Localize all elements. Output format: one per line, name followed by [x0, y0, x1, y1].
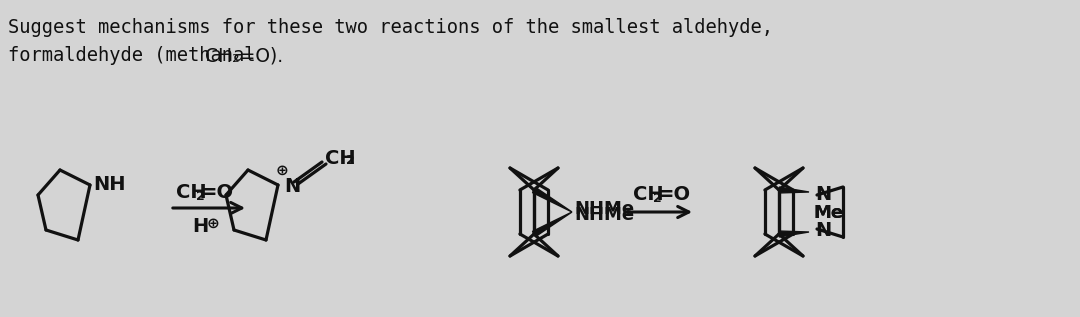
Text: CH: CH: [176, 184, 206, 203]
Text: NHMe: NHMe: [573, 200, 634, 218]
Text: =O: =O: [658, 185, 691, 204]
Text: Me: Me: [813, 204, 843, 222]
Text: formaldehyde (methanal: formaldehyde (methanal: [8, 46, 267, 65]
Text: CH: CH: [325, 148, 355, 167]
Text: Me: Me: [813, 204, 843, 222]
Text: CH: CH: [633, 185, 663, 204]
Text: =O: =O: [201, 184, 234, 203]
Text: H: H: [192, 217, 208, 236]
Polygon shape: [779, 187, 809, 193]
Text: ⊕: ⊕: [207, 216, 219, 230]
Text: 2: 2: [346, 154, 354, 167]
Text: NH: NH: [93, 174, 125, 193]
Polygon shape: [532, 212, 572, 236]
Text: ⊕: ⊕: [275, 163, 288, 178]
Polygon shape: [532, 187, 572, 212]
Text: N: N: [815, 221, 832, 240]
Text: N: N: [284, 177, 300, 196]
Text: CH₂=O).: CH₂=O).: [205, 46, 283, 65]
Text: N: N: [815, 184, 832, 204]
Text: Suggest mechanisms for these two reactions of the smallest aldehyde,: Suggest mechanisms for these two reactio…: [8, 18, 773, 37]
Text: 2: 2: [653, 191, 662, 204]
Text: 2: 2: [195, 190, 205, 203]
Polygon shape: [779, 231, 809, 237]
Text: NHMe: NHMe: [573, 206, 634, 224]
